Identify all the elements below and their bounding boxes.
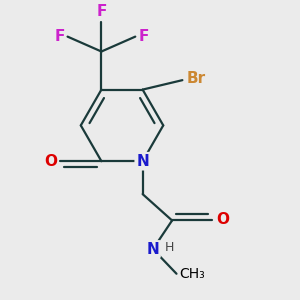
Text: CH₃: CH₃ — [179, 267, 205, 281]
Text: N: N — [147, 242, 159, 256]
Text: O: O — [44, 154, 57, 169]
Text: Br: Br — [187, 71, 206, 86]
Text: F: F — [54, 29, 64, 44]
Text: F: F — [138, 29, 148, 44]
Text: N: N — [136, 154, 149, 169]
Text: H: H — [165, 241, 174, 254]
Text: O: O — [216, 212, 229, 226]
Text: F: F — [96, 4, 106, 20]
